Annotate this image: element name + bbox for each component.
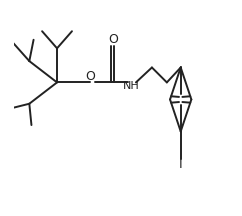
Text: O: O: [108, 33, 118, 46]
Text: I: I: [179, 158, 182, 171]
Text: NH: NH: [123, 81, 140, 91]
Text: O: O: [85, 70, 95, 83]
